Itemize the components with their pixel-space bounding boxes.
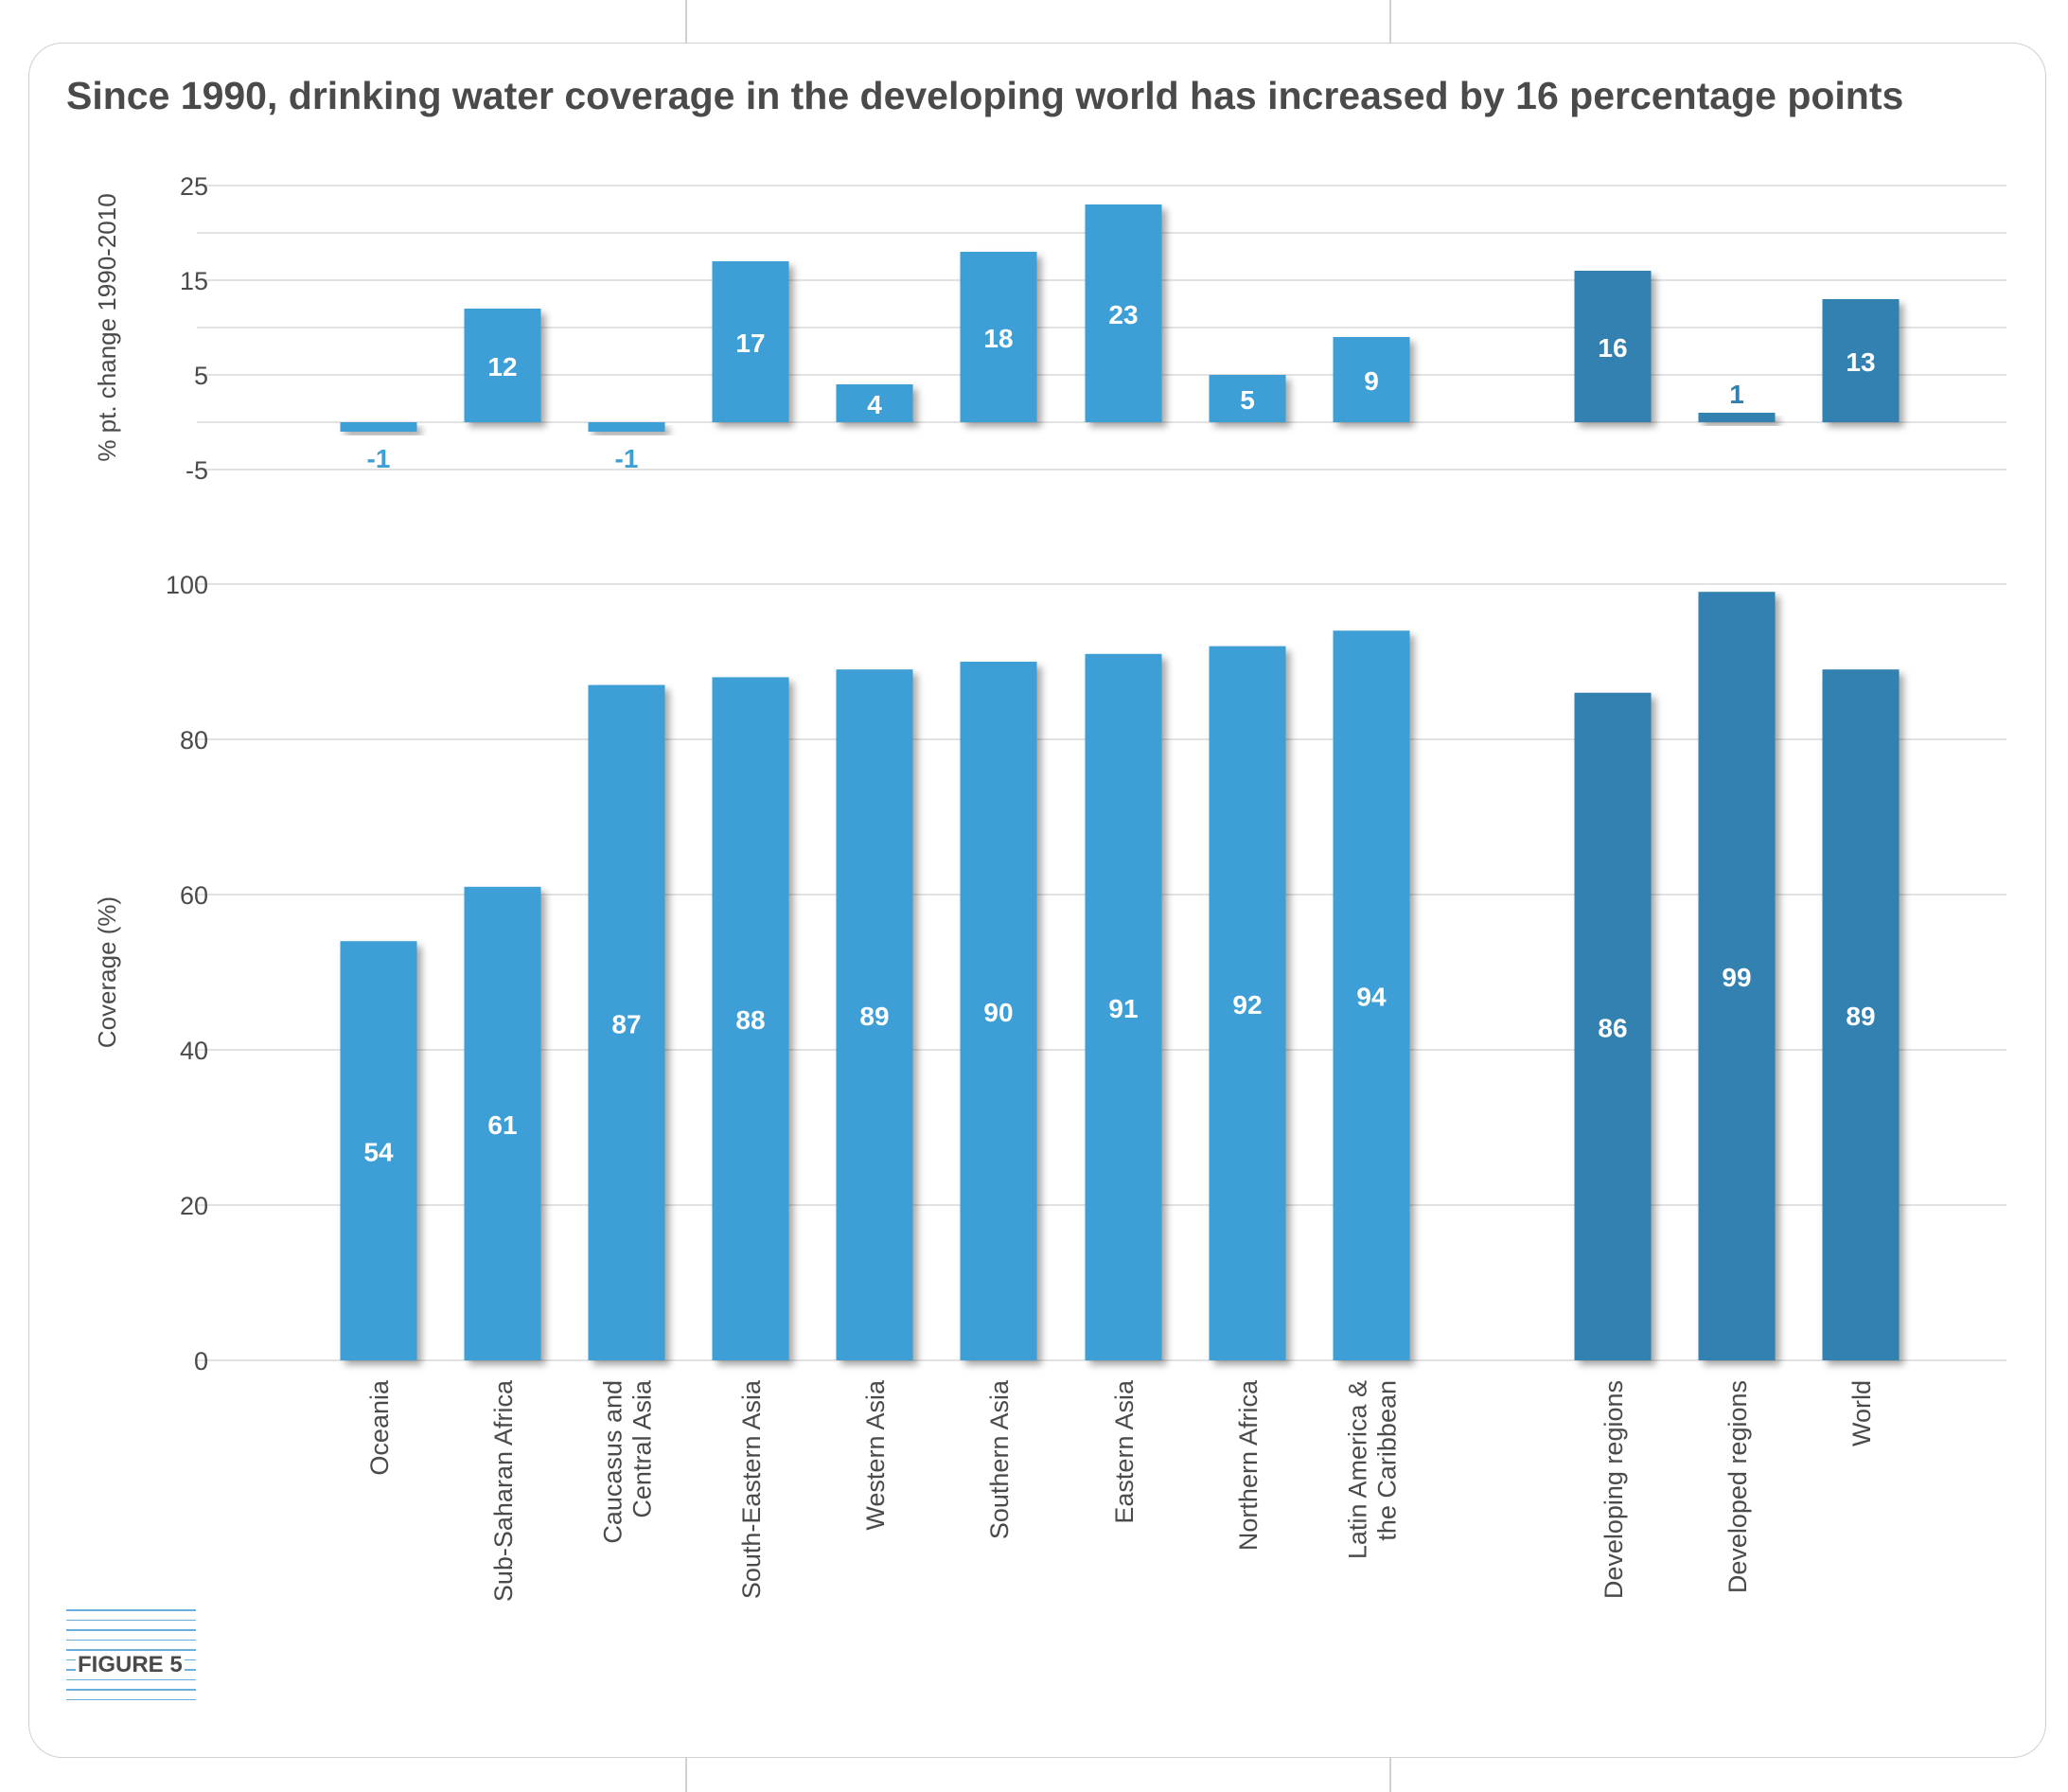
bar-value-label: 91	[1108, 994, 1138, 1023]
bar-value-label: 23	[1108, 300, 1138, 329]
y-tick-label: 15	[180, 267, 208, 295]
x-category-label: World	[1847, 1380, 1876, 1446]
bar	[464, 309, 541, 422]
bar-value-label: 99	[1722, 963, 1751, 992]
bar	[1085, 204, 1162, 422]
bar	[1333, 630, 1410, 1360]
x-category-label: Northern Africa	[1234, 1379, 1263, 1551]
y-tick-label: 20	[180, 1192, 208, 1220]
bar-value-label: 18	[983, 324, 1013, 353]
x-category-label: Central Asia	[628, 1379, 657, 1518]
bar-value-label: 4	[867, 390, 882, 419]
y-tick-label: 25	[180, 172, 208, 201]
top-separator-left	[685, 0, 687, 43]
bar	[1822, 299, 1900, 422]
x-category-label: South-Eastern Asia	[737, 1379, 766, 1599]
bar-value-label: 1	[1729, 380, 1744, 409]
bar-value-label: 17	[735, 328, 765, 358]
bar-value-label: 54	[363, 1138, 394, 1167]
y-tick-label: 100	[166, 571, 208, 599]
bar	[960, 252, 1037, 422]
y-tick-label: 40	[180, 1037, 208, 1065]
x-category-label: the Caribbean	[1373, 1380, 1402, 1541]
bar-value-label: 16	[1598, 333, 1627, 363]
bar-value-label: 88	[735, 1005, 765, 1035]
y-tick-label: 0	[194, 1347, 208, 1375]
x-category-label: Developing regions	[1600, 1380, 1628, 1599]
bar	[712, 261, 789, 422]
bar-value-label: 92	[1232, 990, 1262, 1020]
x-category-label: Western Asia	[861, 1379, 890, 1531]
bar	[1574, 692, 1652, 1360]
bar	[960, 662, 1037, 1360]
x-category-label: Caucasus and	[599, 1380, 627, 1544]
bar-value-label: 61	[487, 1110, 517, 1140]
bar	[1698, 592, 1776, 1360]
figure-label: FIGURE 5	[76, 1652, 185, 1678]
bar-value-label: 89	[859, 1002, 889, 1031]
bar	[340, 422, 417, 432]
chart-title: Since 1990, drinking water coverage in t…	[66, 74, 1904, 117]
bar-value-label: 12	[487, 352, 517, 381]
bar	[1822, 669, 1900, 1360]
y-axis-title: Coverage (%)	[93, 896, 121, 1048]
bar	[464, 886, 541, 1360]
y-tick-label: 60	[180, 881, 208, 910]
bar	[1574, 271, 1652, 422]
x-category-label: Oceania	[365, 1379, 394, 1476]
bar	[588, 422, 665, 432]
bar-value-label: 90	[983, 998, 1013, 1027]
bar-value-label: 5	[1240, 385, 1255, 415]
y-axis-title: % pt. change 1990-2010	[93, 193, 121, 461]
bar-value-label: 9	[1364, 366, 1379, 396]
bar	[712, 677, 789, 1360]
bottom-separator-right	[1389, 1757, 1391, 1792]
bottom-separator-left	[685, 1757, 687, 1792]
y-tick-label: 80	[180, 726, 208, 754]
bar	[1085, 653, 1162, 1360]
bar-value-label: 94	[1356, 983, 1387, 1012]
bar	[340, 941, 417, 1360]
bar	[1209, 646, 1286, 1360]
bar-value-label: -1	[615, 444, 639, 473]
bar-value-label: 86	[1598, 1013, 1627, 1042]
x-category-label: Eastern Asia	[1110, 1379, 1139, 1524]
x-category-label: Sub-Saharan Africa	[489, 1379, 518, 1602]
y-tick-label: -5	[186, 456, 208, 485]
bar-value-label: 89	[1846, 1002, 1875, 1031]
x-category-label: Developed regions	[1723, 1380, 1752, 1593]
bar	[1209, 375, 1286, 422]
bar-value-label: 87	[611, 1009, 641, 1038]
y-tick-label: 5	[194, 362, 208, 390]
bar-value-label: -1	[367, 444, 391, 473]
x-category-label: Latin America &	[1344, 1380, 1372, 1559]
bar	[1698, 413, 1776, 422]
bar	[836, 384, 913, 422]
top-separator-right	[1389, 0, 1391, 43]
bar	[836, 669, 913, 1360]
bar-value-label: 13	[1846, 347, 1875, 377]
bar	[1333, 337, 1410, 422]
bar	[588, 684, 665, 1360]
x-category-label: Southern Asia	[985, 1379, 1014, 1539]
